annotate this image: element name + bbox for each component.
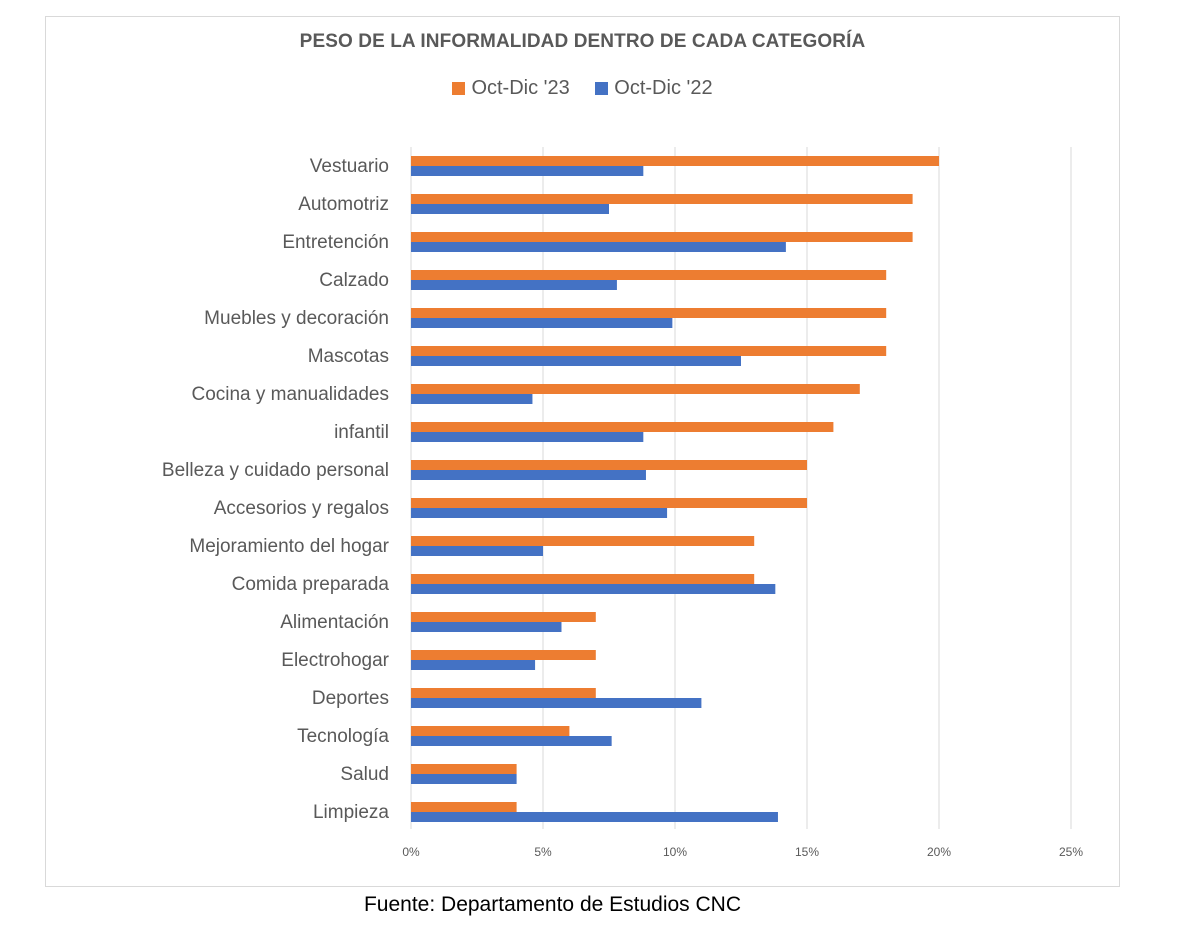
- x-axis-ticks: 0% 5% 10% 15% 20% 25%: [402, 845, 1083, 859]
- chart-legend: Oct-Dic '23 Oct-Dic '22: [45, 77, 1120, 101]
- bar-oct-dic-23[interactable]: [411, 460, 807, 470]
- bar-oct-dic-23[interactable]: [411, 574, 755, 584]
- x-tick-label: 5%: [534, 845, 552, 859]
- category-label: Belleza y cuidado personal: [162, 460, 389, 481]
- category-label: Vestuario: [310, 156, 389, 177]
- bar-oct-dic-22[interactable]: [411, 584, 776, 594]
- category-label: Muebles y decoración: [204, 308, 389, 329]
- bar-oct-dic-22[interactable]: [411, 736, 612, 746]
- bar-oct-dic-22[interactable]: [411, 508, 668, 518]
- bar-oct-dic-22[interactable]: [411, 432, 644, 442]
- x-tick-label: 10%: [663, 845, 687, 859]
- bar-oct-dic-22[interactable]: [411, 356, 741, 366]
- bar-oct-dic-23[interactable]: [411, 156, 939, 166]
- bar-oct-dic-23[interactable]: [411, 232, 913, 242]
- bar-oct-dic-23[interactable]: [411, 726, 570, 736]
- bar-oct-dic-22[interactable]: [411, 204, 609, 214]
- legend-label: Oct-Dic '23: [471, 77, 570, 99]
- bar-oct-dic-23[interactable]: [411, 802, 517, 812]
- category-label: Deportes: [312, 688, 389, 709]
- bar-oct-dic-23[interactable]: [411, 270, 887, 280]
- category-label: Entretención: [282, 232, 389, 253]
- bar-oct-dic-23[interactable]: [411, 422, 834, 432]
- category-label: infantil: [334, 422, 389, 443]
- category-label: Comida preparada: [232, 574, 390, 595]
- bar-oct-dic-23[interactable]: [411, 384, 860, 394]
- bar-oct-dic-23[interactable]: [411, 688, 596, 698]
- category-label: Mejoramiento del hogar: [189, 536, 389, 557]
- bar-oct-dic-23[interactable]: [411, 308, 887, 318]
- legend-swatch-orange: [452, 82, 466, 95]
- category-label: Mascotas: [308, 346, 389, 367]
- x-tick-label: 20%: [927, 845, 951, 859]
- bar-oct-dic-23[interactable]: [411, 346, 887, 356]
- bar-oct-dic-22[interactable]: [411, 774, 517, 784]
- bar-oct-dic-22[interactable]: [411, 546, 543, 556]
- category-label: Accesorios y regalos: [214, 498, 389, 519]
- bar-oct-dic-23[interactable]: [411, 536, 755, 546]
- category-label: Limpieza: [313, 802, 389, 823]
- bar-oct-dic-22[interactable]: [411, 242, 786, 252]
- bar-oct-dic-23[interactable]: [411, 650, 596, 660]
- bar-oct-dic-22[interactable]: [411, 280, 617, 290]
- category-label: Alimentación: [280, 612, 389, 633]
- legend-label: Oct-Dic '22: [614, 77, 713, 99]
- chart-title: PESO DE LA INFORMALIDAD DENTRO DE CADA C…: [299, 31, 866, 52]
- bar-oct-dic-22[interactable]: [411, 698, 702, 708]
- bar-oct-dic-23[interactable]: [411, 764, 517, 774]
- bar-oct-dic-22[interactable]: [411, 660, 536, 670]
- bars: [411, 156, 939, 822]
- x-tick-label: 25%: [1059, 845, 1083, 859]
- bar-oct-dic-23[interactable]: [411, 194, 913, 204]
- bar-oct-dic-22[interactable]: [411, 812, 778, 822]
- category-label: Tecnología: [297, 726, 389, 747]
- category-label: Automotriz: [298, 194, 389, 215]
- legend-item-oct-dic-22[interactable]: Oct-Dic '22: [595, 77, 713, 100]
- bar-oct-dic-22[interactable]: [411, 470, 646, 480]
- bar-oct-dic-22[interactable]: [411, 394, 533, 404]
- bar-oct-dic-23[interactable]: [411, 498, 807, 508]
- bar-oct-dic-22[interactable]: [411, 318, 673, 328]
- legend-item-oct-dic-23[interactable]: Oct-Dic '23: [452, 77, 570, 100]
- category-label: Electrohogar: [281, 650, 389, 671]
- source-note: Fuente: Departamento de Estudios CNC: [363, 893, 742, 916]
- bar-oct-dic-22[interactable]: [411, 166, 644, 176]
- category-label: Cocina y manualidades: [191, 384, 389, 405]
- bar-oct-dic-22[interactable]: [411, 622, 562, 632]
- bar-oct-dic-23[interactable]: [411, 612, 596, 622]
- category-label: Calzado: [319, 270, 389, 291]
- x-tick-label: 15%: [795, 845, 819, 859]
- gridlines: [410, 147, 1072, 829]
- category-label: Salud: [340, 764, 389, 785]
- x-tick-label: 0%: [402, 845, 420, 859]
- legend-swatch-blue: [595, 82, 609, 95]
- category-labels: Vestuario Automotriz Entretención Calzado Mu…: [162, 156, 390, 823]
